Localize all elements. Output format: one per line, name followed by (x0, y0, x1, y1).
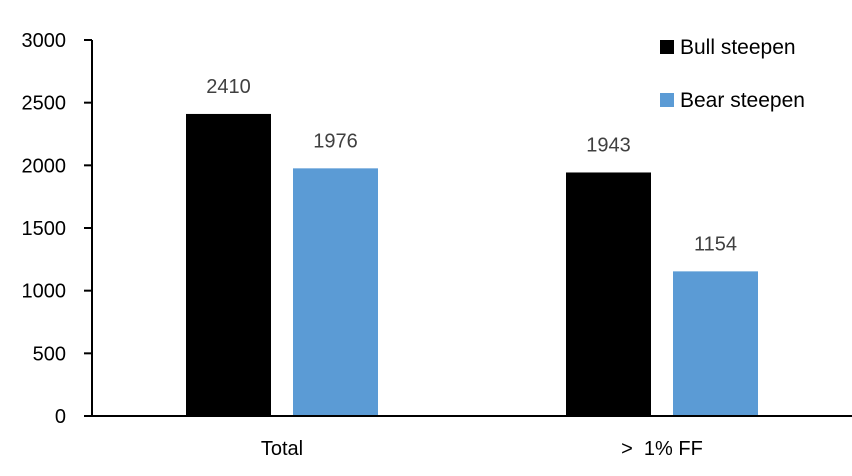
bar (673, 271, 758, 416)
x-tick-label: > 1% FF (621, 438, 703, 460)
y-tick-label: 1000 (22, 281, 67, 303)
data-label: 2410 (206, 76, 251, 98)
bar (186, 113, 271, 417)
data-label: 1976 (313, 130, 358, 152)
y-tick-label: 500 (33, 343, 66, 365)
legend-swatch (660, 93, 674, 107)
y-tick-label: 3000 (22, 30, 67, 52)
y-tick-label: 1500 (22, 218, 67, 240)
bar (566, 172, 651, 416)
data-label: 1943 (586, 134, 631, 156)
data-label: 1154 (694, 233, 737, 255)
legend-swatch (660, 40, 674, 54)
bar (293, 168, 378, 416)
y-tick-label: 2000 (22, 155, 67, 177)
x-tick-label: Total (261, 438, 303, 460)
legend-label: Bear steepen (680, 89, 805, 112)
y-tick-label: 0 (55, 406, 66, 428)
legend-label: Bull steepen (680, 36, 796, 59)
y-tick-label: 2500 (22, 93, 67, 115)
